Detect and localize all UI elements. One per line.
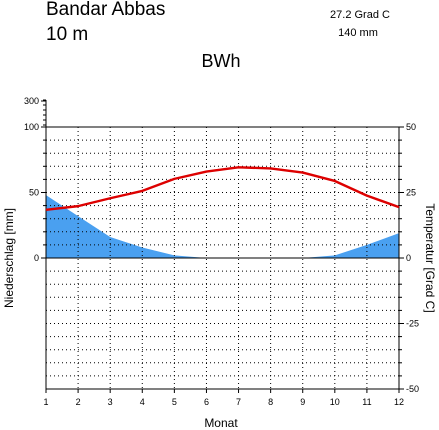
left-axis-tick-label: 0 — [34, 253, 39, 263]
x-axis-tick-label: 7 — [236, 397, 241, 407]
left-axis-tick-label: 100 — [24, 122, 39, 132]
precipitation-area — [46, 195, 399, 258]
x-axis-tick-label: 9 — [300, 397, 305, 407]
x-axis-tick-label: 6 — [204, 397, 209, 407]
right-axis-title: Temperatur [Grad C] — [423, 203, 437, 312]
left-axis-title: Niederschlag [mm] — [2, 208, 16, 308]
right-axis-tick-label: -25 — [406, 319, 419, 329]
x-axis-tick-label: 12 — [394, 397, 404, 407]
x-axis-tick-label: 3 — [108, 397, 113, 407]
mean-temperature: 27.2 Grad C — [330, 9, 390, 21]
left-axis-tick-label: 300 — [24, 96, 39, 106]
right-axis-tick-label: -50 — [406, 384, 419, 394]
temperature-line — [45, 166, 400, 211]
x-axis-tick-label: 8 — [268, 397, 273, 407]
left-axis-tick-label: 50 — [29, 188, 39, 198]
x-axis-tick-label: 2 — [76, 397, 81, 407]
annual-precipitation: 140 mm — [338, 27, 378, 39]
x-axis-tick-label: 11 — [362, 397, 371, 407]
right-axis-tick-label: 25 — [406, 188, 416, 198]
x-axis-tick-label: 4 — [140, 397, 145, 407]
climate-classification: BWh — [201, 51, 240, 71]
x-axis-tick-label: 5 — [172, 397, 177, 407]
x-axis-tick-label: 10 — [330, 397, 340, 407]
x-axis-title: Monat — [204, 416, 238, 430]
right-axis-tick-label: 0 — [406, 253, 411, 263]
station-name: Bandar Abbas — [46, 0, 165, 20]
right-axis-tick-label: 50 — [406, 122, 416, 132]
station-elevation: 10 m — [46, 24, 88, 45]
x-axis-tick-label: 1 — [43, 397, 48, 407]
